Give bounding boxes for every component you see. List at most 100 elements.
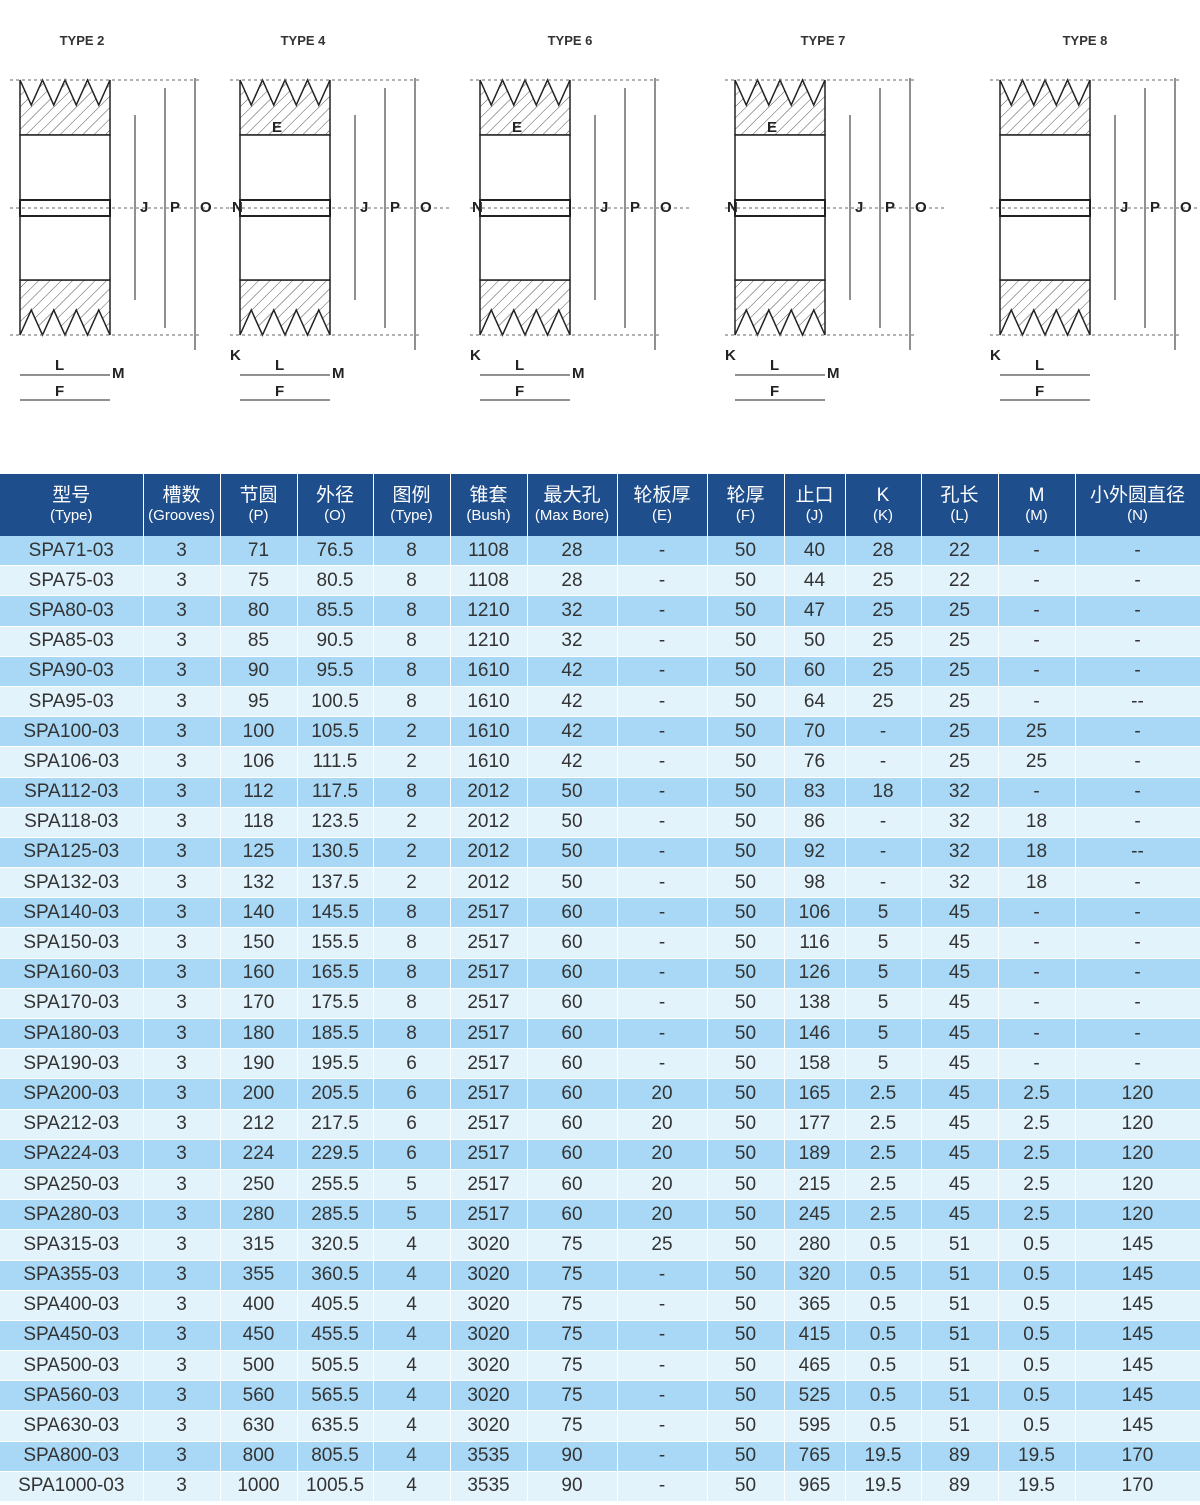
table-cell: 0.5	[845, 1350, 922, 1382]
table-cell: 3	[143, 536, 221, 567]
table-cell: 0.5	[998, 1260, 1076, 1291]
table-cell: 0.5	[845, 1380, 922, 1412]
table-cell: -	[998, 1018, 1076, 1050]
table-cell: SPA85-03	[0, 626, 144, 657]
table-cell: 8	[373, 897, 451, 929]
table-cell: 145	[1075, 1229, 1200, 1261]
pulley-diagram: J P O K LF	[990, 78, 1200, 401]
table-cell: 1210	[450, 595, 528, 627]
table-cell: 25	[998, 716, 1076, 748]
column-header: 轮板厚 (E)	[617, 474, 708, 536]
table-cell: 145	[1075, 1410, 1200, 1442]
table-cell: 18	[998, 807, 1076, 838]
diagram-title: TYPE 2	[59, 33, 105, 48]
dimension-label: P	[885, 199, 895, 216]
table-cell: 50	[707, 1471, 785, 1503]
table-cell: 2	[373, 716, 451, 748]
table-cell: 3	[143, 565, 221, 597]
table-row: SPA118-03 3 118 123.5 2 2012 50-50 86-32 18-	[0, 807, 1200, 838]
table-cell: 3	[143, 686, 221, 718]
column-header: 锥套 (Bush)	[450, 474, 528, 536]
table-row: SPA100-03 3 100 105.5 2 1610 42-50 70-25 25-	[0, 716, 1200, 748]
table-row: SPA800-03 3 800 805.5 4 3535 90-50 765 19.5 89 19.…	[0, 1441, 1200, 1472]
table-cell: 32	[921, 837, 999, 869]
table-cell: 22	[921, 565, 999, 597]
table-cell: 3020	[450, 1290, 528, 1321]
table-cell: 51	[921, 1260, 999, 1291]
table-cell: 2517	[450, 1078, 528, 1110]
table-cell: 3	[143, 1290, 221, 1321]
table-cell: 805.5	[297, 1441, 374, 1472]
table-cell: 50	[707, 1229, 785, 1261]
table-cell: 60	[527, 988, 618, 1020]
table-cell: SPA450-03	[0, 1320, 144, 1352]
table-cell: 165	[784, 1078, 846, 1110]
table-cell: 3	[143, 927, 221, 959]
dimension-label: O	[915, 199, 927, 216]
table-cell: 160	[220, 958, 298, 989]
dimension-label: N	[472, 199, 483, 216]
table-row: SPA85-03 3 85 90.5 8 1210 32-50 50 25 25- -	[0, 626, 1200, 657]
dimension-label: O	[200, 199, 212, 216]
table-cell: 3	[143, 1199, 221, 1231]
table-cell: 2.5	[998, 1109, 1076, 1140]
table-cell: 8	[373, 626, 451, 657]
table-cell: 145	[1075, 1320, 1200, 1352]
table-cell: -	[617, 595, 708, 627]
table-cell: -	[998, 686, 1076, 718]
table-cell: 0.5	[845, 1229, 922, 1261]
table-cell: 0.5	[998, 1229, 1076, 1261]
table-cell: SPA106-03	[0, 746, 144, 778]
table-cell: 3	[143, 1380, 221, 1412]
table-cell: 50	[707, 536, 785, 567]
table-cell: -	[617, 1260, 708, 1291]
table-cell: -	[1075, 1048, 1200, 1080]
table-cell: 3	[143, 595, 221, 627]
table-cell: 3	[143, 1139, 221, 1170]
table-cell: 250	[220, 1169, 298, 1201]
table-cell: 106	[784, 897, 846, 929]
dimension-label: F	[515, 383, 524, 400]
table-cell: 50	[707, 927, 785, 959]
table-cell: 75	[527, 1380, 618, 1412]
table-cell: -	[1075, 565, 1200, 597]
table-cell: 280	[220, 1199, 298, 1231]
table-row: SPA95-03 3 95 100.5 8 1610 42-50 64 25 25- --	[0, 686, 1200, 718]
header-en: (Type)	[390, 507, 433, 525]
header-cn: 轮板厚	[633, 484, 691, 506]
table-cell: -	[998, 897, 1076, 929]
table-cell: 25	[617, 1229, 708, 1261]
table-cell: 116	[784, 927, 846, 959]
table-row: SPA190-03 3 190 195.5 6 2517 60-50 158 5 45- -	[0, 1048, 1200, 1080]
table-cell: 60	[527, 1018, 618, 1050]
table-cell: 112	[220, 777, 298, 808]
pulley-diagram: E N J P O K M FL	[230, 78, 450, 401]
table-cell: 1610	[450, 656, 528, 687]
table-cell: 2517	[450, 958, 528, 989]
table-cell: 50	[707, 1350, 785, 1382]
dimension-label: L	[275, 357, 284, 374]
table-cell: 195.5	[297, 1048, 374, 1080]
header-cn: K	[876, 484, 890, 506]
table-cell: -	[998, 626, 1076, 657]
table-cell: 22	[921, 536, 999, 567]
table-cell: 92	[784, 837, 846, 869]
table-cell: 50	[707, 686, 785, 718]
table-cell: 51	[921, 1350, 999, 1382]
dimension-label: K	[470, 347, 481, 364]
table-cell: 2.5	[998, 1199, 1076, 1231]
table-cell: 50	[707, 837, 785, 869]
table-cell: 105.5	[297, 716, 374, 748]
table-cell: --	[1075, 837, 1200, 869]
table-cell: 190	[220, 1048, 298, 1080]
table-cell: 18	[998, 867, 1076, 899]
table-cell: 3	[143, 1410, 221, 1442]
table-cell: 3	[143, 988, 221, 1020]
table-cell: 98	[784, 867, 846, 899]
table-cell: 50	[707, 746, 785, 778]
table-cell: -	[1075, 958, 1200, 989]
table-cell: -	[617, 1380, 708, 1412]
dimension-label: K	[990, 347, 1001, 364]
header-en: (F)	[735, 507, 756, 525]
